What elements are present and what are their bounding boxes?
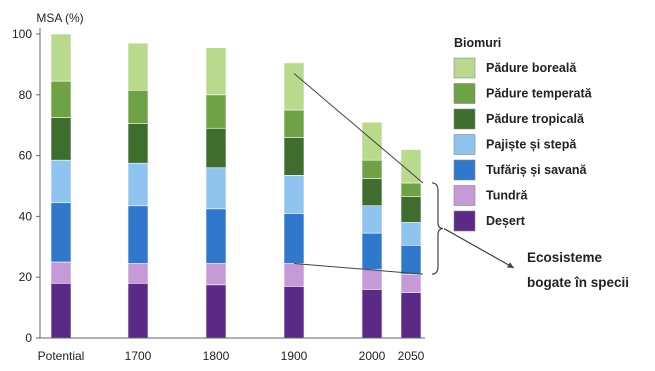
axis-layer: 0 20 40 60 80 100 MSA (%) Potential 1700 1800 1900… xyxy=(12,11,425,363)
annotation-arrowhead xyxy=(507,262,514,268)
bar-segment xyxy=(400,196,422,223)
annotation-label: Ecosisteme xyxy=(527,250,603,265)
y-tick-label: 100 xyxy=(12,27,32,41)
bar-segment xyxy=(50,117,72,161)
bar-segment xyxy=(400,149,422,184)
bar-segment xyxy=(361,121,383,161)
y-tick-label: 0 xyxy=(25,331,32,345)
bar-segment xyxy=(361,178,383,207)
bar-segment xyxy=(50,159,72,204)
bar-segment xyxy=(361,289,383,339)
legend-label: Deșert xyxy=(486,214,526,228)
x-tick-label: 1800 xyxy=(203,349,230,363)
bar-segment xyxy=(400,292,422,339)
bars-layer xyxy=(50,33,422,339)
legend-swatch xyxy=(453,108,476,130)
legend-swatch xyxy=(453,185,476,206)
bar-segment xyxy=(127,263,149,284)
legend-swatch xyxy=(453,159,476,181)
legend-layer: Biomuri Pădure boreală Pădure temperată Păd… xyxy=(453,36,593,232)
bar-segment xyxy=(50,33,72,82)
bar-segment xyxy=(50,80,72,118)
legend-swatch xyxy=(453,210,476,232)
bar-segment xyxy=(50,282,72,339)
y-tick-label: 60 xyxy=(19,149,33,163)
annotation-arrow-line xyxy=(443,228,515,269)
annotation-layer: Ecosisteme bogate în specii xyxy=(293,73,629,290)
bar-segment xyxy=(127,205,149,264)
x-tick-label: Potential xyxy=(38,349,85,363)
bar-segment xyxy=(127,282,149,339)
bar-segment xyxy=(50,261,72,284)
bar-segment xyxy=(283,263,305,287)
bar-segment xyxy=(205,127,227,169)
bar-segment xyxy=(361,205,383,234)
bar-segment xyxy=(283,137,305,176)
bar-segment xyxy=(283,175,305,214)
annotation-label: bogate în specii xyxy=(527,275,629,290)
bar-segment xyxy=(283,109,305,138)
bar-segment xyxy=(283,286,305,339)
annotation-brace xyxy=(431,182,444,275)
bar-segment xyxy=(361,269,383,290)
bar-segment xyxy=(127,123,149,164)
bar-segment xyxy=(205,284,227,339)
bar-segment xyxy=(127,89,149,124)
legend-label: Pădure boreală xyxy=(486,61,577,75)
bar-segment xyxy=(283,62,305,111)
x-tick-label: 1900 xyxy=(281,349,308,363)
legend-swatch xyxy=(453,134,476,155)
x-tick-label: 2000 xyxy=(359,349,386,363)
bar-segment xyxy=(205,208,227,264)
bar-segment xyxy=(127,42,149,91)
annotation-line-lower xyxy=(293,263,424,275)
bar-segment xyxy=(205,47,227,96)
bar-segment xyxy=(361,232,383,270)
x-tick-label: 2050 xyxy=(398,349,425,363)
bar-segment xyxy=(400,244,422,275)
bar-segment xyxy=(400,273,422,293)
bar-segment xyxy=(400,222,422,246)
legend-label: Pădure temperată xyxy=(486,87,593,101)
legend-label: Tufăriș și savană xyxy=(486,163,588,177)
bar-segment xyxy=(205,94,227,129)
bar-segment xyxy=(283,213,305,264)
bar-segment xyxy=(127,162,149,207)
bar-segment xyxy=(205,263,227,286)
legend-swatch xyxy=(453,83,476,104)
y-tick-label: 80 xyxy=(19,88,33,102)
legend-label: Tundră xyxy=(486,189,528,203)
bar-segment xyxy=(205,167,227,210)
legend-label: Pădure tropicală xyxy=(486,112,585,126)
legend-swatch xyxy=(453,57,476,79)
bar-segment xyxy=(361,159,383,179)
y-axis-label: MSA (%) xyxy=(36,11,83,25)
legend-title: Biomuri xyxy=(454,36,501,50)
y-tick-label: 40 xyxy=(19,209,33,223)
legend-label: Pajiște și stepă xyxy=(486,138,577,152)
annotation-line-upper xyxy=(293,73,424,184)
y-tick-label: 20 xyxy=(19,270,33,284)
bar-segment xyxy=(400,182,422,197)
bar-segment xyxy=(50,202,72,263)
x-tick-label: 1700 xyxy=(125,349,152,363)
